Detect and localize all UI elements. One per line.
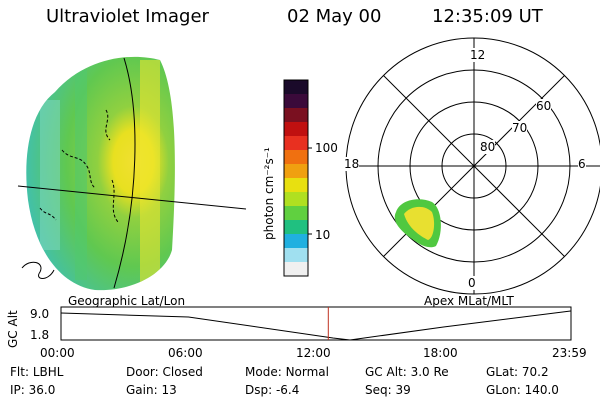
lat-label-60: 60 [536,99,552,113]
status-field-gcalt: GC Alt: 3.0 Re [365,365,449,379]
colorbar-stripe [284,108,308,123]
colorbar-stripe [284,150,308,165]
status-label: Gain: [126,383,162,397]
observation-time: 12:35:09 UT [432,6,543,27]
colorbar-stripe [284,262,308,277]
status-field-glon: GLon: 140.0 [486,383,559,397]
status-value: Normal [285,365,329,379]
colorbar-stripe [284,178,308,193]
status-label: Dsp: [245,383,276,397]
status-field-dsp: Dsp: -6.4 [245,383,299,397]
coastline-outlines [39,109,119,223]
status-label: IP: [10,383,29,397]
meridian-line [113,57,136,289]
status-field-gain: Gain: 13 [126,383,177,397]
colorbar-tick-10: 10 [315,228,331,242]
altplot-xtick-1800: 18:00 [423,346,458,360]
status-label: Flt: [10,365,33,379]
status-value: 140.0 [524,383,559,397]
altitude-curve [60,310,571,341]
status-value: 3.0 Re [410,365,449,379]
observation-date: 02 May 00 [287,6,382,27]
colorbar-stripe [284,248,308,263]
altplot-xtick-1200: 12:00 [296,346,331,360]
colorbar-stripe [284,220,308,235]
status-label: GLon: [486,383,525,397]
auroral-emission-core [404,206,435,240]
mlt-label-18: 18 [344,157,360,171]
colorbar-stripe [284,164,308,179]
status-field-glat: GLat: 70.2 [486,365,549,379]
colorbar-tick-100: 100 [315,141,338,155]
status-field-mode: Mode: Normal [245,365,329,379]
status-label: Seq: [365,383,396,397]
right-panel-caption: Apex MLat/MLT [424,294,514,308]
status-value: Closed [162,365,203,379]
coastline-solid [21,261,55,279]
altplot-xtick-2359: 23:59 [552,346,587,360]
colorbar-stripe [284,122,308,137]
altplot-xtick-0000: 00:00 [40,346,75,360]
status-field-door: Door: Closed [126,365,203,379]
instrument-title: Ultraviolet Imager [46,6,209,27]
mlt-label-12: 12 [470,48,486,62]
colorbar-stripe [284,136,308,151]
globe-disk [26,56,175,291]
mlt-label-6: 6 [578,157,586,171]
status-field-ip: IP: 36.0 [10,383,55,397]
lat-label-80: 80 [480,140,496,154]
colorbar-stripe [284,80,308,95]
altplot-axis-label: GC Alt [6,310,20,348]
left-panel-caption: Geographic Lat/Lon [68,294,186,308]
status-value: LBHL [32,365,64,379]
altplot-xtick-0600: 06:00 [168,346,203,360]
status-value: 70.2 [521,365,549,379]
altitude-plot [60,306,572,341]
status-label: GLat: [486,365,522,379]
status-value: 39 [395,383,411,397]
colorbar-stripe [284,206,308,221]
altplot-ytick-1.8: 1.8 [30,328,50,342]
status-field-flt: Flt: LBHL [10,365,63,379]
status-value: 13 [161,383,177,397]
status-label: Door: [126,365,163,379]
colorbar-stripe [284,94,308,109]
lat-label-70: 70 [512,121,528,135]
colorbar-stripe [284,192,308,207]
colorbar-stripe [284,234,308,249]
status-value: 36.0 [28,383,56,397]
colorbar [283,79,312,277]
status-value: -6.4 [275,383,300,397]
mlt-label-0: 0 [468,276,476,290]
status-field-seq: Seq: 39 [365,383,411,397]
status-label: GC Alt: [365,365,411,379]
status-label: Mode: [245,365,286,379]
altplot-ytick-9: 9.0 [30,307,50,321]
